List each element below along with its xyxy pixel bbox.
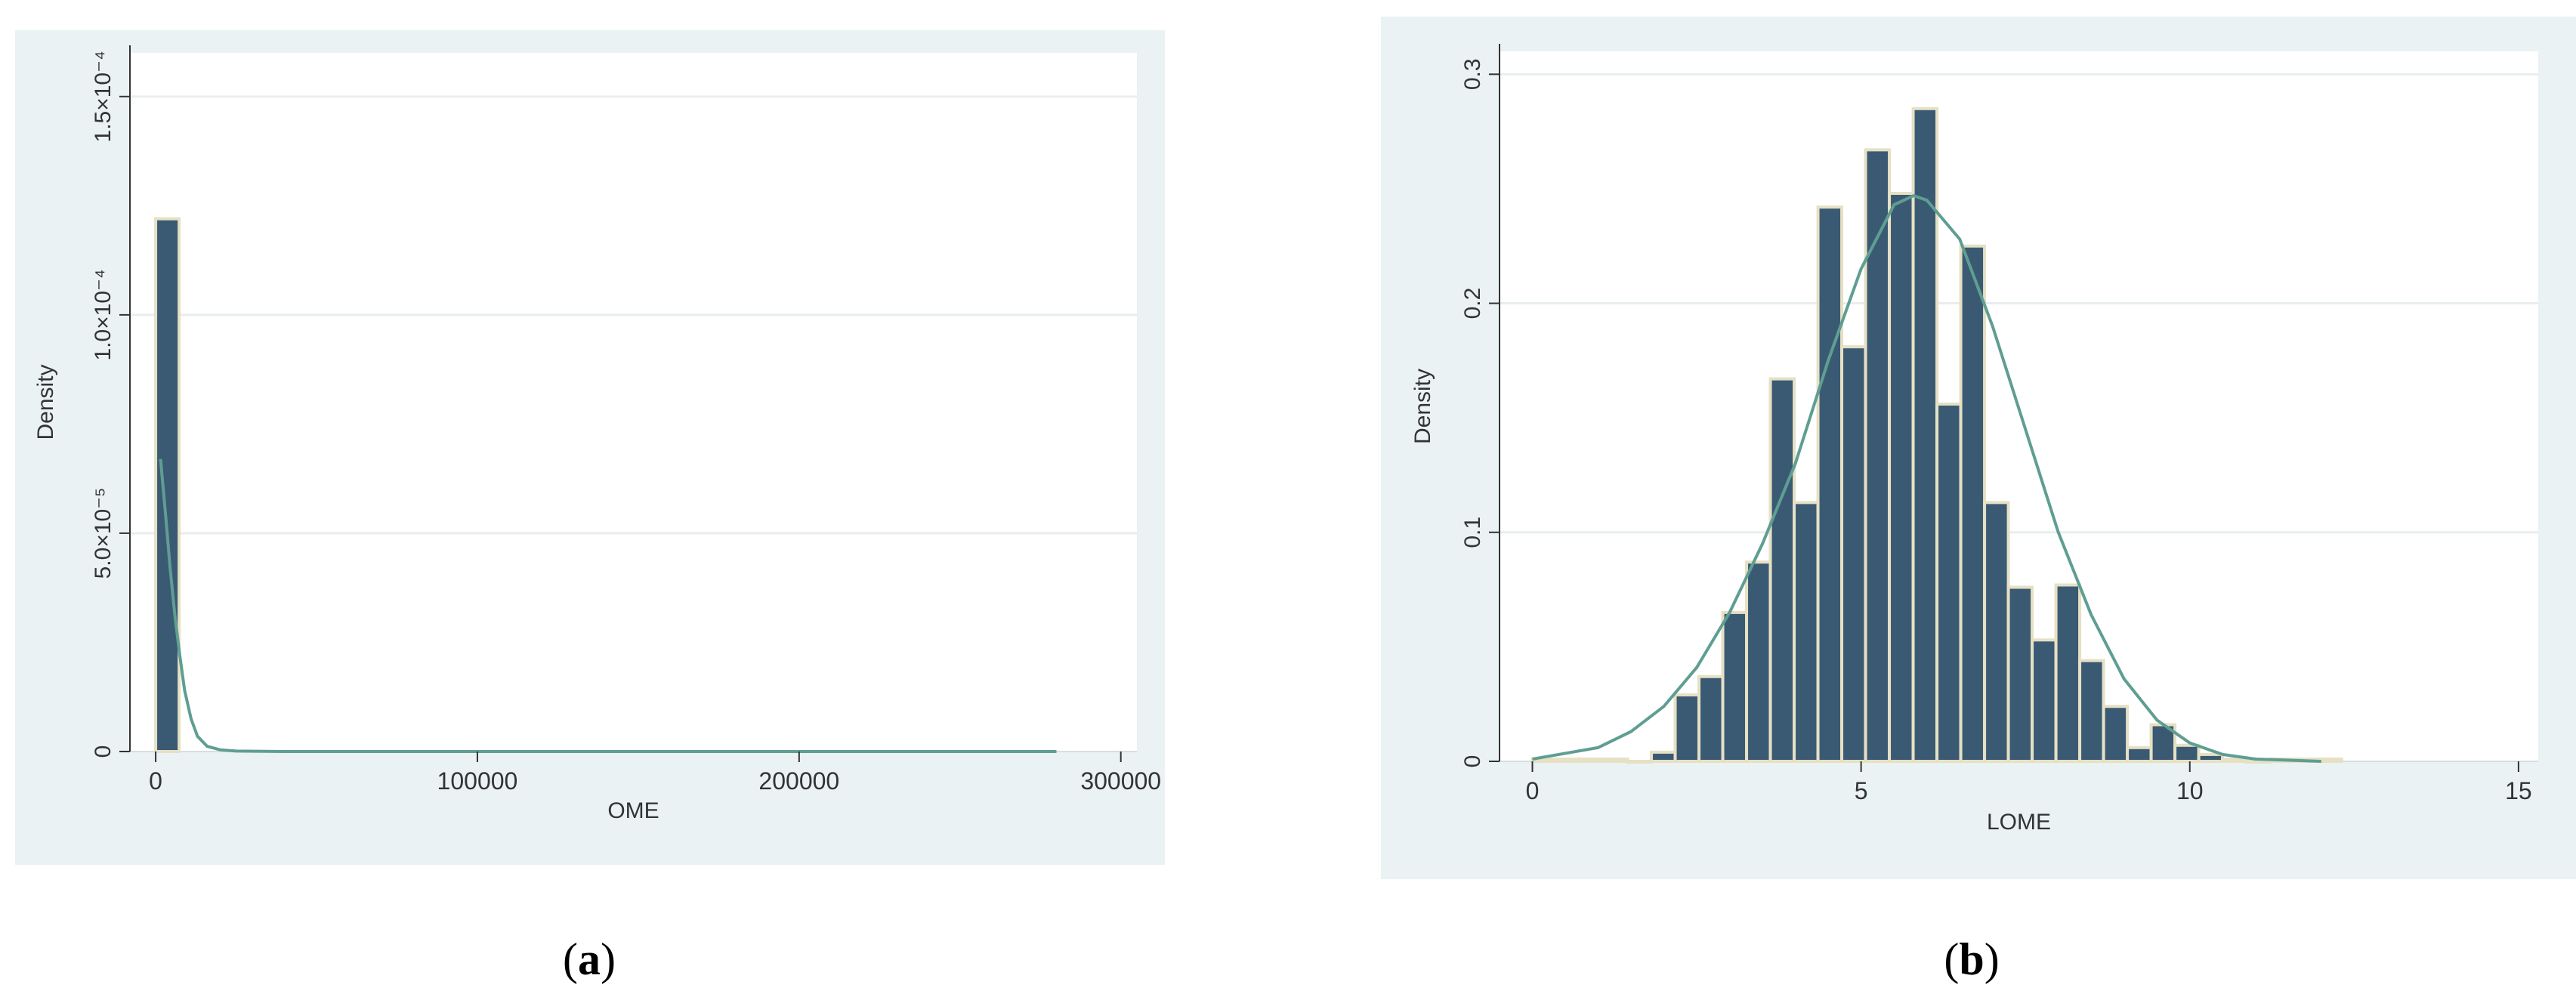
histogram-bar [1626,760,1654,764]
histogram-bar [1578,757,1606,763]
chart-panel-a: 0 5.0×10⁻⁵ 1.0×10⁻⁴ 1.5×10⁻⁴ 0 100000 200000 3… [15,30,1165,865]
histogram-bar [1721,610,1749,763]
x-tick-label: 15 [2505,777,2532,804]
x-tick-label: 0 [149,767,162,795]
histogram-bar [154,217,181,753]
plot-area [130,53,1137,752]
x-tick-label: 0 [1526,777,1540,804]
x-axis-ticks: 0 5 10 15 [1526,761,2532,804]
x-axis-ticks: 0 100000 200000 300000 [149,752,1161,795]
histogram-bar [2197,752,2225,763]
y-axis-ticks: 0 0.1 0.2 0.3 [1460,58,1500,767]
histogram-bar [2078,659,2105,763]
panel-caption-b: (b) [1944,934,1999,984]
x-tick-label: 300000 [1080,767,1161,795]
y-axis-title: Density [1410,369,1435,444]
y-axis-title: Density [33,364,58,440]
histogram-bar [2031,638,2058,764]
histogram-bar [1840,345,1867,763]
histogram-bar [1673,693,1701,763]
x-tick-label: 10 [2176,777,2204,804]
bars [1530,106,2343,764]
histogram-bar [1697,674,1725,764]
bars [154,217,181,753]
histogram-bar [1935,402,1963,763]
histogram-bar [2126,745,2153,764]
y-axis-ticks: 0 5.0×10⁻⁵ 1.0×10⁻⁴ 1.5×10⁻⁴ [91,51,130,758]
histogram-bar [1864,148,1892,764]
histogram-bar [2054,583,2082,763]
caption-letter: a [578,934,601,984]
x-tick-label: 5 [1855,777,1868,804]
y-tick-label: 0.3 [1460,58,1485,90]
chart-panel-b: 0 0.1 0.2 0.3 0 5 10 15 Density LOME [1381,17,2576,879]
y-tick-label: 0 [91,745,116,758]
density-curve [159,458,1057,753]
histogram-bar [2173,743,2201,763]
density-curve [1532,193,2321,763]
histogram-bar [1768,377,1796,763]
y-tick-label: 0 [1460,755,1485,768]
histogram-bar [1983,501,2010,764]
y-tick-label: 1.0×10⁻⁴ [91,269,116,360]
y-tick-label: 1.5×10⁻⁴ [91,51,116,142]
histogram-bar [2102,705,2130,764]
histogram-bar [2006,585,2034,764]
histogram-bar [1745,560,1772,763]
histogram-bar [1650,750,1677,764]
panel-caption-a: (a) [563,934,616,984]
histogram-bar [1602,757,1629,763]
histogram-bar [1888,192,1915,763]
histogram-bar [1555,757,1582,763]
histogram-bar [1793,501,1820,764]
histogram-bar [1816,205,1844,763]
y-tick-label: 5.0×10⁻⁵ [91,488,116,579]
x-axis-title: LOME [1987,810,2051,835]
caption-letter: b [1959,934,1984,984]
y-tick-label: 0.2 [1460,288,1485,319]
x-axis-title: OME [607,798,659,823]
histogram-bar [1959,244,1987,763]
histogram-bar [2244,760,2272,764]
x-tick-label: 100000 [437,767,518,795]
y-tick-label: 0.1 [1460,517,1485,548]
x-tick-label: 200000 [758,767,839,795]
histogram-bar [2221,757,2248,763]
